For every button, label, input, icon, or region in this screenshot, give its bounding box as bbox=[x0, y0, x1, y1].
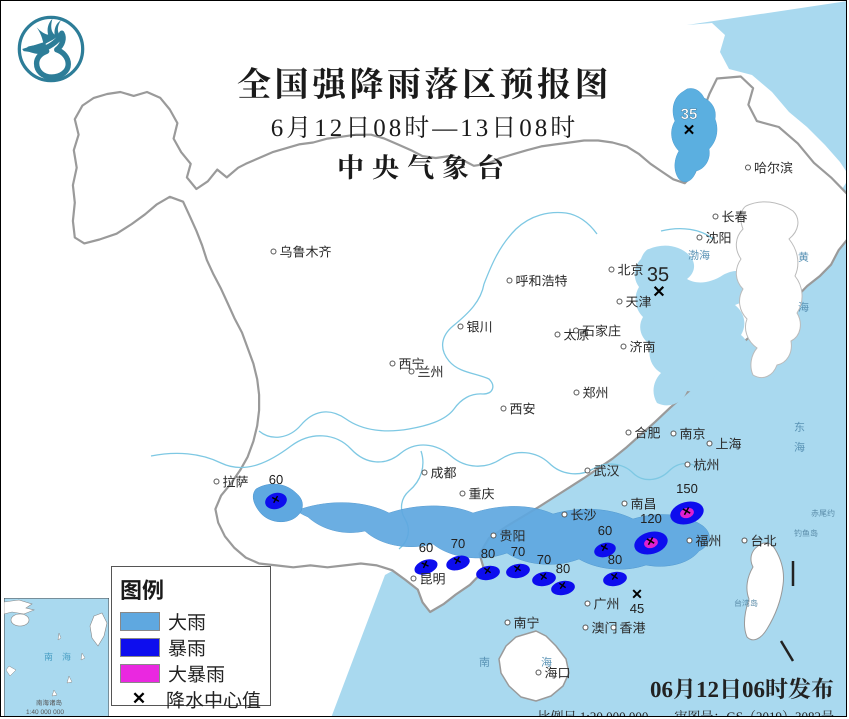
svg-text:南 海: 南 海 bbox=[44, 652, 71, 662]
svg-text:1:40 000 000: 1:40 000 000 bbox=[26, 709, 64, 716]
svg-text:南海诸岛: 南海诸岛 bbox=[36, 699, 62, 707]
